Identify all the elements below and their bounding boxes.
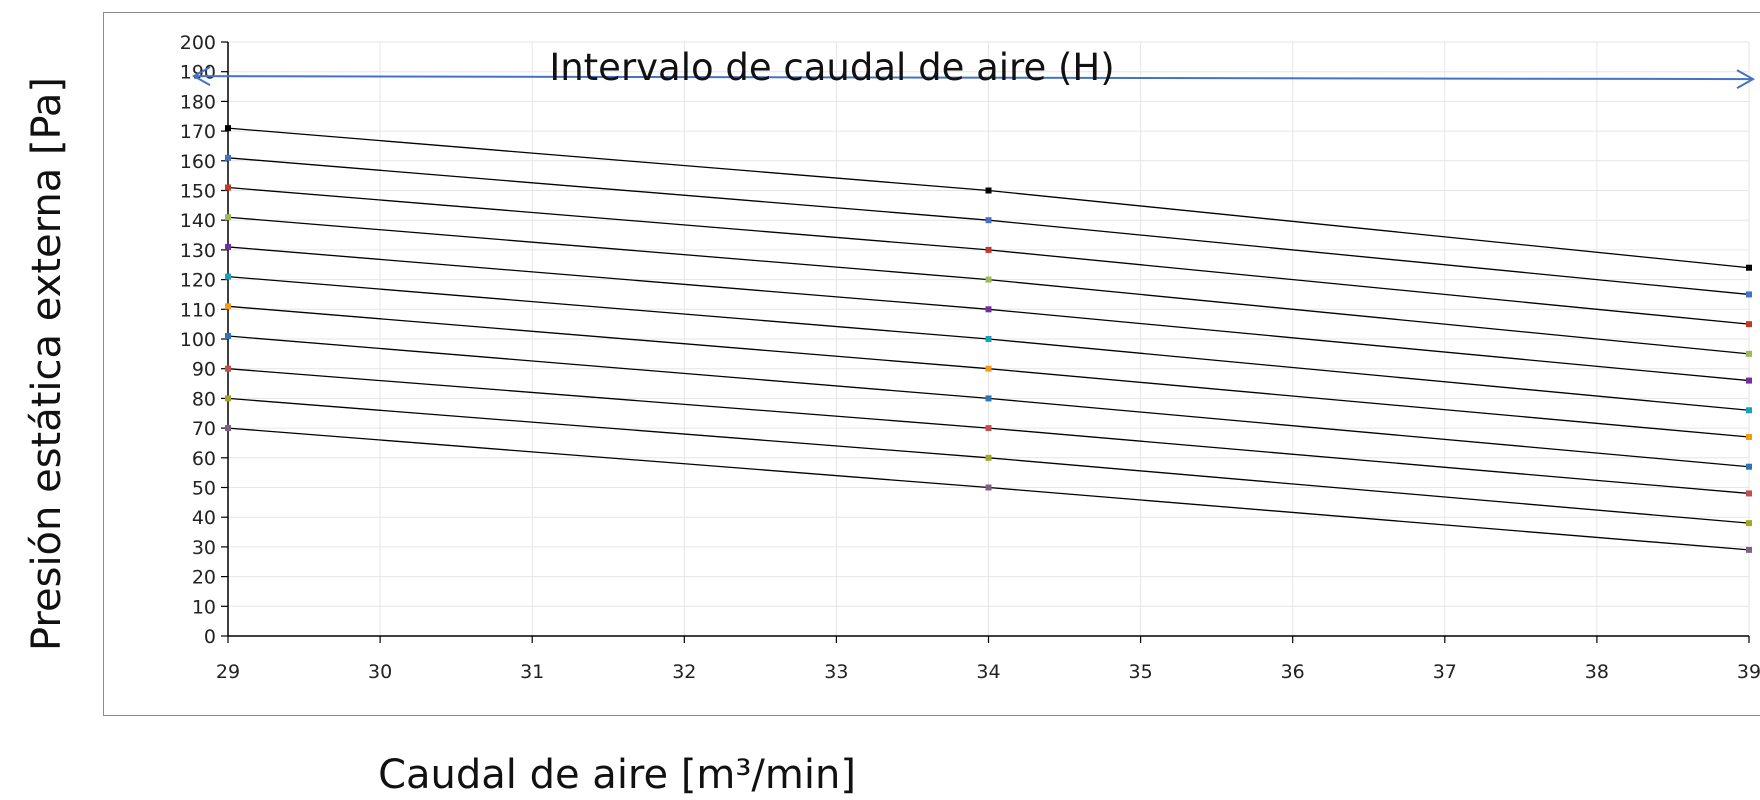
data-point-10-1 [985,484,992,491]
y-tick-label-18: 180 [180,91,216,113]
data-point-2-1 [985,246,992,253]
y-tick-label-9: 90 [192,359,216,381]
data-point-2-2 [1746,321,1752,328]
interval-annotation-label: Intervalo de caudal de aire (H) [549,46,1114,89]
x-tick-label-6: 35 [1129,661,1153,683]
data-point-4-0 [225,243,231,250]
interval-arrow-head-left [191,66,211,87]
y-tick-label-11: 110 [180,299,216,321]
data-point-6-2 [1746,434,1752,441]
data-point-9-0 [225,395,231,402]
data-point-3-2 [1746,350,1752,357]
x-tick-label-10: 39 [1737,661,1760,683]
interval-arrow-head-right [1736,69,1756,89]
data-point-1-1 [985,217,992,224]
y-tick-label-5: 50 [192,478,216,500]
data-point-4-1 [985,306,992,313]
x-tick-label-8: 37 [1433,661,1457,683]
y-tick-label-13: 130 [180,240,216,262]
y-tick-label-19: 190 [180,62,216,84]
data-point-8-0 [225,365,231,372]
data-point-9-1 [985,454,992,461]
data-point-6-0 [225,303,231,310]
y-tick-label-1: 10 [192,596,216,618]
data-point-5-0 [225,273,231,280]
y-tick-label-15: 150 [180,181,216,203]
data-point-10-0 [225,425,231,432]
y-tick-label-4: 40 [192,507,216,529]
y-tick-label-16: 160 [180,151,216,173]
axes: 0 10 20 30 40 50 60 70 80 90 100 110 120 130 140 150 160… [180,32,1760,683]
y-tick-label-6: 60 [192,448,216,470]
x-tick-label-3: 32 [672,661,696,683]
y-tick-label-8: 80 [192,388,216,410]
data-point-3-1 [985,276,992,283]
data-point-1-0 [225,154,231,161]
y-tick-label-10: 100 [180,329,216,351]
data-point-6-1 [985,365,992,372]
x-tick-label-4: 33 [824,661,848,683]
data-point-10-2 [1746,546,1752,553]
data-point-7-0 [225,333,231,340]
y-axis-title: Presión estática externa [Pa] [24,77,70,651]
x-tick-label-9: 38 [1585,661,1609,683]
data-point-9-2 [1746,520,1752,527]
y-tick-label-12: 120 [180,270,216,292]
data-point-4-2 [1746,377,1752,384]
data-point-7-1 [985,395,992,402]
data-point-0-0 [225,125,231,132]
y-tick-label-17: 170 [180,121,216,143]
interval-arrow [193,75,1754,81]
y-tick-label-14: 140 [180,210,216,232]
annotation-layer: Intervalo de caudal de aire (H) [191,46,1756,89]
data-point-1-2 [1746,291,1752,298]
data-point-5-2 [1746,407,1752,414]
x-tick-label-7: 36 [1281,661,1305,683]
x-tick-label-1: 30 [368,661,392,683]
data-point-0-2 [1746,264,1752,271]
data-point-2-0 [225,184,231,191]
y-tick-label-3: 30 [192,537,216,559]
y-tick-label-0: 0 [204,626,216,648]
y-tick-label-2: 20 [192,567,216,589]
x-axis-title: Caudal de aire [m³/min] [378,752,856,798]
data-point-7-2 [1746,463,1752,470]
y-tick-label-20: 200 [180,32,216,54]
chart-frame [103,12,1760,716]
x-tick-label-2: 31 [520,661,544,683]
y-tick-label-7: 70 [192,418,216,440]
data-point-5-1 [985,336,992,342]
data-point-3-0 [225,214,231,221]
x-tick-label-5: 34 [976,661,1000,683]
series-layer [225,125,1752,553]
x-tick-label-0: 29 [216,661,240,683]
data-point-8-1 [985,425,992,432]
data-point-8-2 [1746,490,1752,497]
data-point-0-1 [985,187,992,194]
